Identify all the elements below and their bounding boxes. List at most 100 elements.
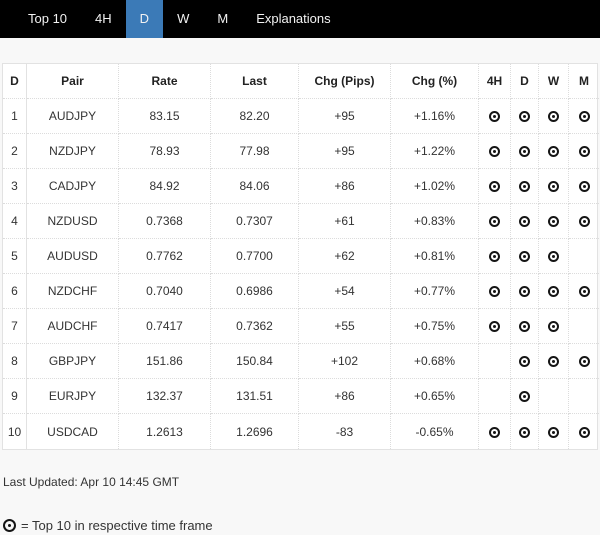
cell-rate: 1.2613 — [119, 414, 211, 449]
table-row: 10 USDCAD 1.2613 1.2696 -83 -0.65% — [3, 414, 599, 449]
legend: = Top 10 in respective time frame — [3, 518, 600, 533]
tab-4h[interactable]: 4H — [95, 11, 112, 26]
cell-tf_w — [539, 134, 569, 169]
cell-tf_4h — [479, 379, 511, 414]
top10-indicator-icon — [578, 356, 590, 368]
cell-tf_d — [511, 379, 539, 414]
top10-table: D Pair Rate Last Chg (Pips) Chg (%) 4H D W M 1 AUD… — [3, 64, 599, 449]
cell-rate: 0.7040 — [119, 274, 211, 309]
cell-tf_w — [539, 344, 569, 379]
cell-chg_pct: +0.77% — [391, 274, 479, 309]
table-row: 7 AUDCHF 0.7417 0.7362 +55 +0.75% — [3, 309, 599, 344]
timeframe-nav: Top 10 4H D W M Explanations — [0, 0, 600, 38]
tab-w[interactable]: W — [177, 11, 190, 26]
column-header: Chg (%) — [391, 64, 479, 99]
cell-tf_m — [569, 239, 599, 274]
cell-tf_w — [539, 414, 569, 449]
cell-tf_m — [569, 169, 599, 204]
cell-last: 0.7307 — [211, 204, 299, 239]
cell-tf_d — [511, 309, 539, 344]
column-header: Rate — [119, 64, 211, 99]
top10-indicator-icon — [489, 181, 500, 193]
top10-indicator-icon — [519, 251, 530, 263]
cell-tf_4h — [479, 414, 511, 449]
top10-indicator-icon — [548, 356, 559, 368]
cell-last: 77.98 — [211, 134, 299, 169]
cell-chg_pct: +1.02% — [391, 169, 479, 204]
top10-indicator-icon — [548, 321, 559, 333]
top10-indicator-icon — [578, 216, 590, 228]
cell-rate: 0.7368 — [119, 204, 211, 239]
cell-tf_d — [511, 344, 539, 379]
top10-indicator-icon — [578, 111, 590, 123]
cell-pair: NZDUSD — [27, 204, 119, 239]
cell-pair: NZDCHF — [27, 274, 119, 309]
top10-indicator-icon — [548, 286, 559, 298]
top10-indicator-icon — [578, 286, 590, 298]
cell-tf_4h — [479, 204, 511, 239]
table-row: 4 NZDUSD 0.7368 0.7307 +61 +0.83% — [3, 204, 599, 239]
cell-tf_d — [511, 169, 539, 204]
top10-indicator-icon — [519, 356, 530, 368]
cell-pair: CADJPY — [27, 169, 119, 204]
cell-rank: 2 — [3, 134, 27, 169]
cell-rank: 5 — [3, 239, 27, 274]
top10-indicator-icon — [519, 426, 530, 438]
top10-indicator-icon — [548, 146, 559, 158]
cell-rate: 78.93 — [119, 134, 211, 169]
top10-indicator-icon — [519, 146, 530, 158]
tab-explanations[interactable]: Explanations — [256, 11, 331, 26]
top10-indicator-icon — [519, 321, 530, 333]
cell-rank: 4 — [3, 204, 27, 239]
cell-last: 131.51 — [211, 379, 299, 414]
cell-pair: USDCAD — [27, 414, 119, 449]
cell-tf_w — [539, 379, 569, 414]
cell-tf_w — [539, 204, 569, 239]
cell-rank: 7 — [3, 309, 27, 344]
cell-tf_4h — [479, 134, 511, 169]
cell-tf_4h — [479, 99, 511, 134]
cell-tf_4h — [479, 309, 511, 344]
top10-indicator-icon — [519, 391, 530, 403]
cell-last: 84.06 — [211, 169, 299, 204]
tab-top10[interactable]: Top 10 — [28, 11, 68, 26]
cell-tf_4h — [479, 169, 511, 204]
column-header: M — [569, 64, 599, 99]
cell-tf_m — [569, 204, 599, 239]
column-header: Chg (Pips) — [299, 64, 391, 99]
top10-indicator-icon — [548, 426, 559, 438]
table-row: 9 EURJPY 132.37 131.51 +86 +0.65% — [3, 379, 599, 414]
cell-rank: 10 — [3, 414, 27, 449]
cell-tf_m — [569, 274, 599, 309]
cell-chg_pips: +55 — [299, 309, 391, 344]
cell-tf_4h — [479, 274, 511, 309]
top10-indicator-icon — [519, 286, 530, 298]
cell-chg_pct: +0.65% — [391, 379, 479, 414]
top10-indicator-icon — [519, 181, 530, 193]
table-header-row: D Pair Rate Last Chg (Pips) Chg (%) 4H D W M — [3, 64, 599, 99]
cell-tf_d — [511, 204, 539, 239]
tab-d[interactable]: D — [125, 0, 164, 38]
cell-chg_pct: +1.16% — [391, 99, 479, 134]
cell-chg_pct: -0.65% — [391, 414, 479, 449]
cell-chg_pct: +1.22% — [391, 134, 479, 169]
cell-chg_pips: +54 — [299, 274, 391, 309]
cell-tf_m — [569, 344, 599, 379]
tab-m[interactable]: M — [217, 11, 229, 26]
cell-last: 150.84 — [211, 344, 299, 379]
top10-indicator-icon — [519, 111, 530, 123]
cell-tf_4h — [479, 239, 511, 274]
cell-tf_m — [569, 99, 599, 134]
column-header: W — [539, 64, 569, 99]
cell-tf_m — [569, 134, 599, 169]
cell-rate: 0.7762 — [119, 239, 211, 274]
top10-table-container: D Pair Rate Last Chg (Pips) Chg (%) 4H D W M 1 AUD… — [2, 63, 599, 450]
cell-chg_pips: +62 — [299, 239, 391, 274]
top10-indicator-icon — [578, 181, 590, 193]
cell-last: 0.7700 — [211, 239, 299, 274]
cell-tf_w — [539, 99, 569, 134]
cell-last: 0.6986 — [211, 274, 299, 309]
top10-indicator-icon — [489, 321, 500, 333]
top10-indicator-icon — [489, 286, 500, 298]
table-row: 1 AUDJPY 83.15 82.20 +95 +1.16% — [3, 99, 599, 134]
